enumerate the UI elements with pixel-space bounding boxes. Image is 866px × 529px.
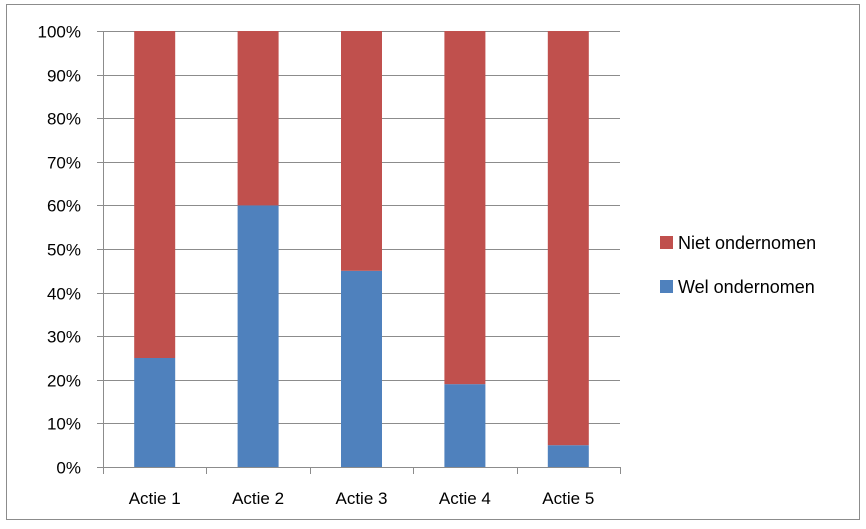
y-tick-label: 80%	[47, 110, 81, 129]
bar-wel-ondernomen-3	[341, 270, 382, 467]
legend: Niet ondernomen Wel ondernomen	[660, 233, 816, 297]
y-tick-label: 100%	[38, 23, 81, 42]
y-tick-label: 90%	[47, 67, 81, 86]
bar-wel-ondernomen-2	[237, 205, 279, 467]
x-tick-label: Actie 3	[336, 489, 388, 508]
legend-swatch	[660, 280, 673, 293]
x-tick-label: Actie 5	[542, 489, 594, 508]
bar-niet-ondernomen-5	[547, 31, 589, 446]
bar-niet-ondernomen-2	[237, 31, 279, 206]
bar-niet-ondernomen-4	[444, 31, 486, 385]
bar-niet-ondernomen-1	[134, 31, 176, 358]
y-tick-label: 40%	[47, 285, 81, 304]
y-tick-label: 10%	[47, 415, 81, 434]
y-tick-label: 30%	[47, 328, 81, 347]
bar-niet-ondernomen-3	[341, 31, 382, 271]
x-tick-labels: Actie 1 Actie 2 Actie 3 Actie 4 Actie 5	[129, 489, 595, 508]
x-tick-label: Actie 2	[232, 489, 284, 508]
y-tick-label: 0%	[56, 459, 81, 478]
y-tick-label: 20%	[47, 372, 81, 391]
legend-swatch	[660, 236, 673, 249]
bars	[134, 31, 589, 467]
y-tick-labels: 0% 10% 20% 30% 40% 50% 60% 70% 80% 90% 100%	[38, 23, 81, 478]
y-tick-label: 60%	[47, 197, 81, 216]
y-tick-label: 70%	[47, 154, 81, 173]
legend-label: Wel ondernomen	[678, 277, 815, 297]
x-tick-label: Actie 4	[439, 489, 491, 508]
legend-label: Niet ondernomen	[678, 233, 816, 253]
bar-wel-ondernomen-5	[547, 445, 589, 467]
y-tick-label: 50%	[47, 241, 81, 260]
x-tick-label: Actie 1	[129, 489, 181, 508]
axes	[97, 31, 620, 468]
bar-wel-ondernomen-1	[134, 358, 176, 467]
bar-wel-ondernomen-4	[444, 384, 486, 467]
